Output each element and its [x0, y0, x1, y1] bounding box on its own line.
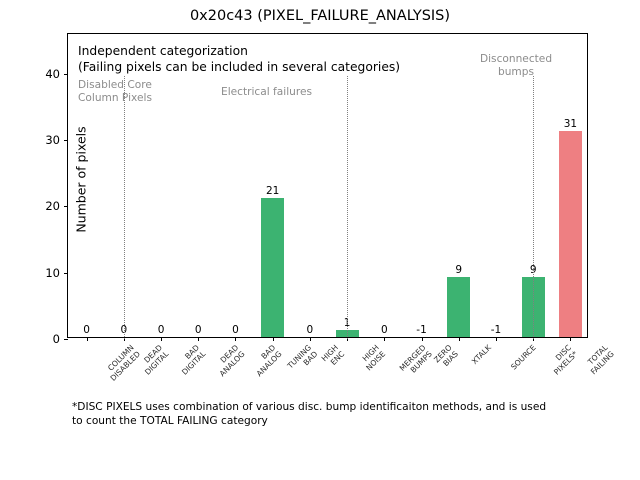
- x-tick-mark: [86, 337, 88, 341]
- x-tick-label: XTALK: [469, 343, 493, 367]
- y-tick-label: 0: [52, 332, 60, 346]
- x-tick-label: BAD DIGITAL: [180, 343, 208, 377]
- x-tick-label: TOTAL FAILING: [586, 343, 617, 377]
- x-tick-label: DEAD DIGITAL: [142, 343, 171, 377]
- x-tick-mark: [123, 337, 125, 341]
- x-tick-mark: [272, 337, 274, 341]
- bar-value-label: 9: [455, 264, 463, 277]
- bar-value-label: 0: [157, 324, 165, 336]
- x-tick-mark: [309, 337, 311, 341]
- bar: [261, 197, 285, 337]
- x-tick-label: ZERO BIAS: [431, 343, 460, 369]
- bar-value-label: 21: [265, 184, 280, 197]
- x-tick-mark: [533, 337, 535, 341]
- bar: [447, 277, 471, 337]
- y-tick-label: 30: [45, 133, 60, 148]
- plot-area: Number of pixels 0 10 20 30 40 COLUMN DISABL…: [45, 33, 616, 383]
- y-tick-label: 10: [45, 265, 60, 280]
- x-tick-label: DISC PIXELS*: [552, 343, 580, 377]
- y-tick-label: 40: [45, 66, 60, 81]
- bar-value-label: 0: [306, 324, 314, 336]
- footnote-line1: *DISC PIXELS uses combination of various…: [72, 401, 547, 413]
- x-tick-label: HIGH NOISE: [360, 343, 388, 373]
- bar-value-label: -1: [416, 324, 427, 336]
- bar-value-label: -1: [490, 324, 502, 336]
- x-tick-mark: [384, 337, 386, 341]
- y-tick-mark: [64, 272, 68, 274]
- y-tick-label: 20: [45, 199, 60, 214]
- x-tick-label: HIGH ENC: [319, 343, 347, 367]
- bar-value-label: 0: [232, 324, 239, 336]
- bar-value-label: 0: [380, 324, 388, 336]
- y-tick-mark: [64, 140, 68, 142]
- x-tick-mark: [570, 337, 572, 341]
- x-tick-label: TUNING BAD: [285, 343, 320, 371]
- x-tick-label: COLUMN DISABLED: [105, 343, 142, 383]
- x-tick-mark: [235, 337, 237, 341]
- x-tick-mark: [421, 337, 423, 341]
- x-tick-mark: [161, 337, 163, 341]
- bar-value-label: 0: [83, 324, 90, 336]
- x-tick-mark: [347, 337, 349, 341]
- x-tick-mark: [495, 337, 497, 341]
- y-tick-mark: [64, 73, 68, 75]
- annotation-group-electrical: Electrical failures: [221, 86, 313, 98]
- y-tick-mark: [64, 206, 68, 208]
- x-tick-label: MERGED BUMPS: [398, 343, 435, 375]
- bar: [558, 131, 582, 337]
- y-tick-mark: [64, 339, 68, 340]
- bar-value-label: 31: [563, 118, 578, 131]
- section-divider: [347, 76, 349, 339]
- x-tick-mark: [458, 337, 460, 341]
- annotation-header-line1: Independent categorization: [78, 44, 248, 58]
- annotation-header-line2: (Failing pixels can be included in sever…: [78, 60, 401, 74]
- x-tick-mark: [198, 337, 200, 341]
- footnote: *DISC PIXELS uses combination of various…: [72, 400, 602, 428]
- x-tick-label: DEAD ANALOG: [217, 343, 247, 379]
- section-divider: [533, 76, 535, 339]
- x-tick-label: BAD ANALOG: [255, 343, 285, 379]
- section-divider: [123, 76, 125, 339]
- x-tick-label: SOURCE: [509, 343, 538, 372]
- chart-title: 0x20c43 (PIXEL_FAILURE_ANALYSIS): [189, 8, 451, 24]
- annotation-group-disconnected: Disconnected bumps: [479, 53, 553, 78]
- bar-value-label: 0: [194, 324, 202, 336]
- annotation-group-disabled: Disabled Core Column Pixels: [78, 79, 152, 104]
- footnote-line2: to count the TOTAL FAILING category: [72, 415, 268, 427]
